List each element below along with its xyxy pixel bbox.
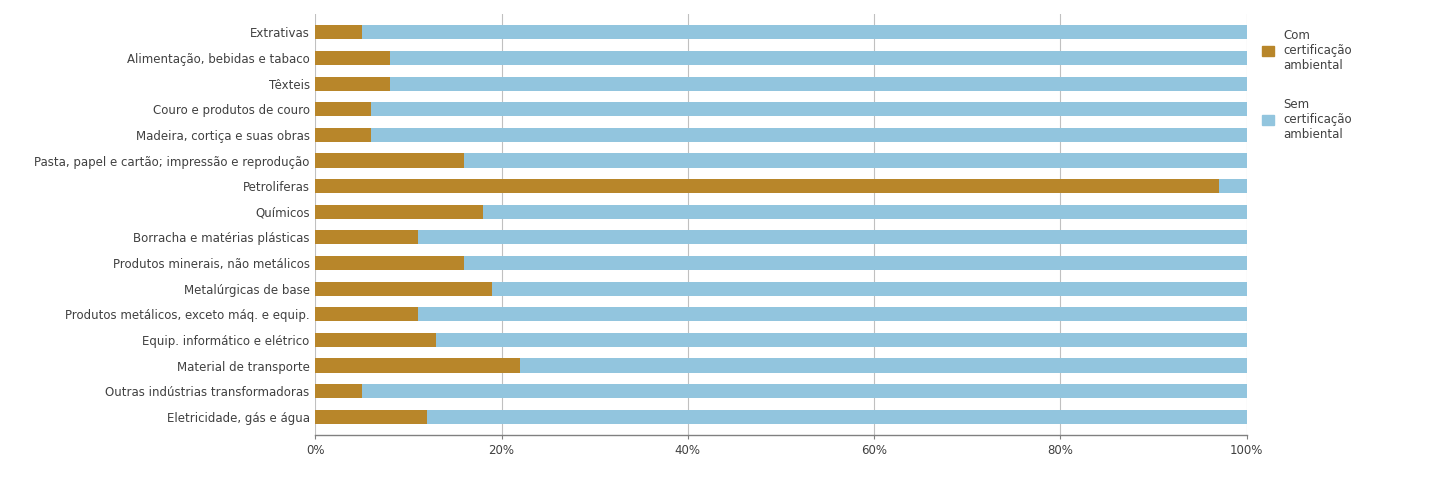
Bar <box>315 26 361 40</box>
Bar <box>315 205 1247 219</box>
Bar <box>315 333 1247 347</box>
Bar <box>315 205 483 219</box>
Bar <box>315 282 493 296</box>
Bar <box>315 51 1247 65</box>
Bar <box>315 410 427 424</box>
Bar <box>315 102 1247 116</box>
Bar <box>315 282 1247 296</box>
Bar <box>315 230 418 244</box>
Bar <box>315 102 371 116</box>
Bar <box>315 154 464 168</box>
Legend: Com
certificação
ambiental, Sem
certificação
ambiental: Com certificação ambiental, Sem certific… <box>1262 29 1351 141</box>
Bar <box>315 333 436 347</box>
Bar <box>315 128 371 142</box>
Bar <box>315 410 1247 424</box>
Bar <box>315 179 1247 193</box>
Bar <box>315 179 1218 193</box>
Bar <box>315 51 390 65</box>
Bar <box>315 384 1247 398</box>
Bar <box>315 26 1247 40</box>
Bar <box>315 154 1247 168</box>
Bar <box>315 358 1247 372</box>
Bar <box>315 77 1247 91</box>
Bar <box>315 128 1247 142</box>
Bar <box>315 358 520 372</box>
Bar <box>315 77 390 91</box>
Bar <box>315 307 1247 321</box>
Bar <box>315 256 1247 270</box>
Bar <box>315 256 464 270</box>
Bar <box>315 307 418 321</box>
Bar <box>315 230 1247 244</box>
Bar <box>315 384 361 398</box>
